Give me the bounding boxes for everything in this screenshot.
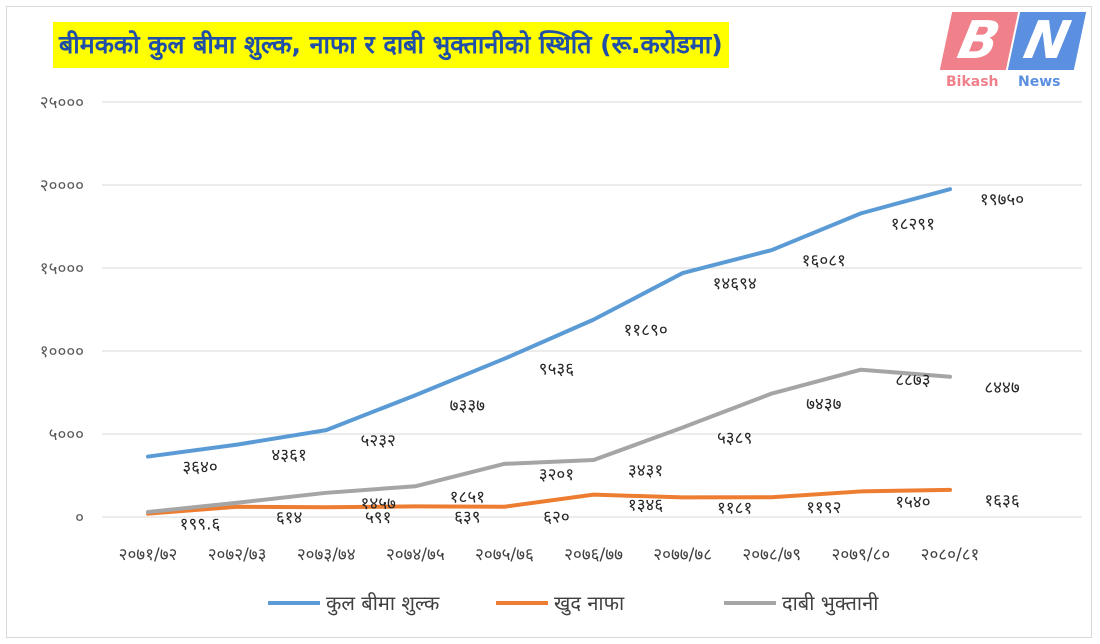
series-line-2 [146,367,952,515]
chart-frame [6,6,1092,638]
x-tick-label: २०७२/७३ [208,545,267,565]
data-label: ५३८९ [717,429,752,449]
x-tick-label: २०७१/७२ [119,545,178,565]
y-tick-label: ५००० [49,425,84,445]
data-label: १८५१ [450,487,485,507]
data-label: ७४३७ [806,395,842,415]
legend-label: खुद नाफा [554,591,625,616]
x-tick-label: २०७७/७८ [653,545,712,565]
data-label: ५९१ [365,508,392,528]
data-label: ३६४० [182,458,217,478]
data-label: १४५७ [361,494,397,514]
data-label: ५२३२ [361,431,396,451]
data-label: ६२० [543,508,570,528]
x-tick-label: २०८०/८१ [921,545,980,565]
data-label: ३४३१ [628,461,663,481]
chart-title: बीमकको कुल बीमा शुल्क, नाफा र दाबी भुक्त… [53,22,729,68]
legend-label: दाबी भुक्तानी [782,591,879,616]
data-label: ३२०१ [539,465,574,485]
data-label: ६१४ [276,508,303,528]
data-label: ९५३६ [539,360,575,380]
data-label: १४६९४ [713,274,757,294]
legend-label: कुल बीमा शुल्क [326,591,440,616]
logo-word-bikash: Bikash [946,74,999,90]
x-tick-label: २०७५/७६ [475,545,534,565]
data-label: ४३६१ [271,446,306,466]
data-label: ११८१ [717,498,752,518]
data-label: १८२९१ [891,214,935,234]
data-label: ११८९० [623,321,667,341]
logo-word-news: News [1018,74,1061,90]
data-label: १९७५० [980,190,1024,210]
y-tick-label: १५००० [40,259,84,279]
series-line-1 [146,487,952,516]
y-tick-label: २५००० [40,93,84,113]
data-label: ११९२ [806,498,841,518]
x-tick-label: २०७६/७७ [564,545,623,565]
y-tick-label: ० [75,508,84,528]
x-tick-label: २०७८/७९ [742,545,801,565]
data-label: १६३६ [984,491,1020,511]
y-tick-label: १०००० [40,342,84,362]
x-tick-label: २०७९/८० [831,545,890,565]
data-label: ६३९ [454,507,481,527]
data-label: ८८७३ [895,371,930,391]
data-label: १५४० [895,492,930,512]
data-label: ८४४७ [984,378,1020,398]
y-tick-label: २०००० [40,176,84,196]
data-label: १६०८१ [802,251,846,271]
data-label: १३४६ [628,496,664,516]
series-line-0 [146,187,952,459]
x-tick-label: २०७३/७४ [297,545,356,565]
data-label: १९९.६ [180,515,221,535]
x-tick-label: २०७४/७५ [386,545,445,565]
bikash-news-logo: B N Bikash News [939,11,1088,90]
data-label: ७३३७ [450,396,486,416]
